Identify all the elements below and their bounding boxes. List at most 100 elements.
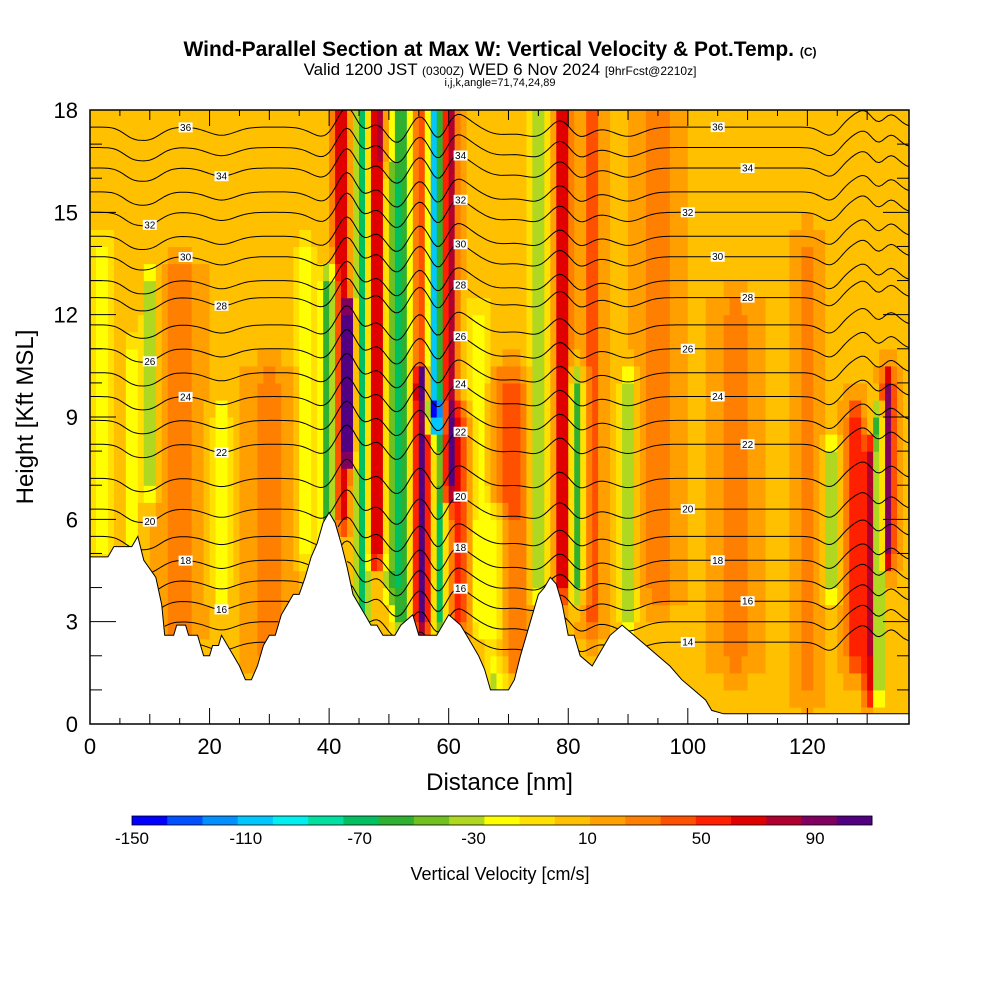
velocity-cell: [520, 536, 527, 555]
velocity-cell: [131, 280, 139, 299]
velocity-cell: [831, 468, 838, 486]
velocity-cell: [645, 178, 653, 196]
velocity-cell: [789, 246, 797, 265]
velocity-cell: [95, 468, 103, 486]
velocity-cell: [622, 178, 629, 196]
velocity-cell: [90, 229, 97, 248]
velocity-cell: [448, 212, 456, 230]
velocity-cell: [843, 604, 850, 623]
velocity-cell: [281, 485, 288, 503]
velocity-cell: [813, 195, 820, 213]
velocity-cell: [347, 314, 354, 333]
velocity-cell: [263, 263, 270, 282]
velocity-cell: [639, 161, 647, 179]
velocity-cell: [436, 314, 444, 333]
theta-contour-line: [559, 584, 909, 611]
velocity-cell: [185, 297, 193, 316]
velocity-cell: [257, 570, 264, 589]
velocity-cell: [317, 382, 324, 401]
velocity-cell: [903, 587, 909, 606]
velocity-cell: [143, 263, 151, 282]
velocity-cell: [622, 399, 629, 418]
velocity-cell: [699, 638, 707, 657]
velocity-cell: [460, 127, 468, 145]
velocity-cell: [610, 229, 617, 248]
velocity-cell: [651, 178, 659, 196]
velocity-cell: [167, 110, 175, 128]
velocity-cell: [550, 365, 557, 384]
velocity-cell: [699, 451, 707, 469]
velocity-cell: [173, 297, 181, 316]
velocity-cell: [699, 468, 707, 486]
velocity-cell: [556, 280, 563, 299]
velocity-cell: [741, 468, 749, 486]
velocity-cell: [562, 587, 569, 606]
velocity-cell: [699, 587, 707, 606]
velocity-cell: [651, 382, 659, 401]
velocity-cell: [819, 297, 826, 316]
velocity-cell: [622, 246, 629, 265]
velocity-cell: [424, 229, 432, 248]
velocity-cell: [317, 110, 324, 128]
velocity-cell: [508, 468, 516, 486]
theta-contour-line: [346, 560, 909, 597]
velocity-cell: [807, 280, 814, 299]
velocity-cell: [233, 587, 241, 606]
velocity-cell: [155, 519, 163, 537]
velocity-cell: [305, 365, 312, 384]
velocity-cell: [789, 587, 797, 606]
velocity-cell: [263, 536, 270, 555]
velocity-cell: [520, 399, 527, 418]
velocity-cell: [203, 451, 211, 469]
velocity-cell: [580, 314, 587, 333]
velocity-cell: [275, 399, 282, 418]
velocity-cell: [771, 638, 779, 657]
velocity-cell: [657, 348, 665, 367]
velocity-cell: [616, 570, 623, 589]
velocity-cell: [520, 297, 527, 316]
velocity-cell: [347, 229, 354, 248]
velocity-cell: [634, 195, 641, 213]
velocity-cell: [137, 434, 145, 452]
velocity-cell: [550, 280, 557, 299]
velocity-cell: [789, 621, 797, 640]
velocity-cell: [305, 536, 312, 555]
velocity-cell: [203, 604, 211, 623]
velocity-cell: [544, 348, 551, 367]
velocity-cell: [215, 195, 223, 213]
velocity-cell: [478, 468, 486, 486]
velocity-cell: [729, 570, 737, 589]
velocity-cell: [741, 502, 749, 520]
velocity-cell: [239, 519, 247, 537]
velocity-cell: [867, 536, 874, 555]
velocity-cell: [299, 280, 306, 299]
velocity-cell: [729, 144, 737, 162]
velocity-cell: [610, 604, 617, 623]
velocity-cell: [903, 212, 909, 230]
velocity-cell: [729, 417, 737, 435]
velocity-cell: [765, 655, 773, 674]
velocity-cell: [484, 365, 492, 384]
velocity-cell: [891, 570, 898, 589]
velocity-cell: [687, 417, 695, 435]
velocity-cell: [454, 110, 462, 128]
velocity-cell: [556, 331, 563, 350]
velocity-cell: [717, 144, 725, 162]
velocity-cell: [891, 468, 898, 486]
velocity-cell: [532, 382, 539, 401]
velocity-cell: [813, 127, 820, 145]
velocity-cell: [329, 348, 336, 367]
velocity-cell: [879, 263, 886, 282]
velocity-cell: [239, 604, 247, 623]
velocity-cell: [257, 434, 264, 452]
velocity-cell: [484, 246, 492, 265]
velocity-cell: [729, 331, 737, 350]
velocity-cell: [801, 689, 808, 708]
velocity-cell: [687, 263, 695, 282]
velocity-cell: [341, 382, 348, 401]
velocity-cell: [90, 399, 97, 418]
velocity-cell: [430, 178, 438, 196]
velocity-cell: [167, 195, 175, 213]
velocity-cell: [795, 161, 802, 179]
velocity-cell: [317, 485, 324, 503]
